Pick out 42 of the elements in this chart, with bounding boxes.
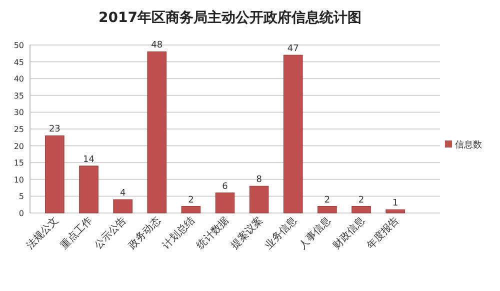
bar	[147, 51, 166, 214]
bar	[79, 166, 98, 214]
y-tick-label: 0	[18, 209, 24, 218]
y-tick-label: 25	[14, 125, 24, 134]
data-label: 1	[392, 198, 398, 209]
x-tick-label: 政务动态	[126, 214, 163, 252]
data-label: 47	[287, 44, 299, 54]
bar	[249, 186, 269, 214]
data-label: 4	[120, 188, 126, 199]
x-tick-label: 年度报告	[364, 214, 402, 252]
legend-label: 信息数	[455, 140, 482, 150]
y-tick-label: 15	[14, 158, 24, 168]
y-tick-label: 30	[14, 108, 24, 118]
bar	[352, 206, 371, 214]
bar	[284, 54, 303, 214]
x-tick-label: 法规公文	[24, 214, 61, 252]
x-tick-label: 财政信息	[330, 214, 368, 252]
bar	[45, 135, 64, 214]
y-tick-label: 40	[14, 74, 24, 84]
y-tick-label: 35	[14, 91, 24, 100]
bar	[318, 206, 337, 214]
y-tick-label: 10	[14, 175, 24, 184]
x-tick-label: 人事信息	[296, 214, 334, 252]
data-label: 8	[256, 175, 262, 186]
bar	[386, 209, 405, 214]
x-tick-label: 重点工作	[58, 214, 95, 252]
x-tick-label: 公示公告	[92, 214, 129, 252]
chart-title: 2017年区商务局主动公开政府信息统计图	[98, 9, 362, 26]
data-label: 14	[83, 154, 95, 165]
bar	[215, 192, 235, 214]
data-label: 2	[324, 195, 330, 206]
bar	[181, 206, 201, 214]
y-tick-label: 50	[14, 41, 24, 50]
y-tick-label: 5	[18, 192, 24, 202]
data-label: 2	[358, 195, 364, 206]
y-tick-label: 20	[14, 142, 24, 151]
data-label: 23	[48, 124, 60, 135]
data-label: 6	[222, 182, 228, 192]
data-label: 48	[151, 40, 163, 51]
data-label: 2	[188, 195, 194, 206]
y-tick-label: 45	[14, 58, 24, 67]
bar	[113, 199, 132, 214]
